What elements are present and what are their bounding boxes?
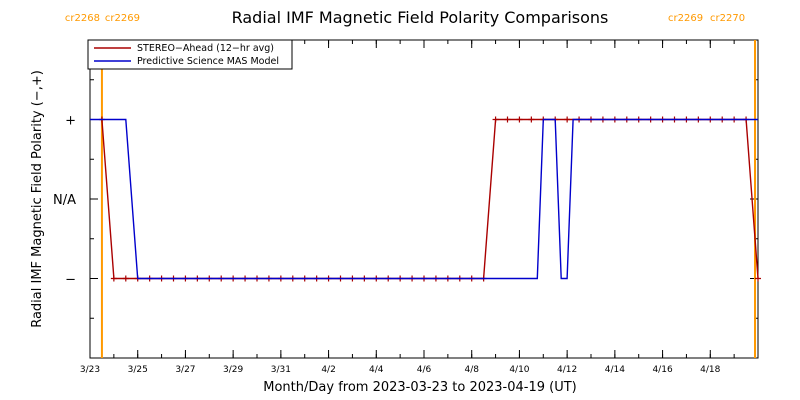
y-axis-label: Radial IMF Magnetic Field Polarity (−,+) (30, 70, 45, 328)
legend-label-stereo: STEREO−Ahead (12−hr avg) (137, 43, 274, 54)
x-tick-label: 4/16 (652, 365, 672, 375)
carrington-markers: cr2268 cr2269 cr2269 cr2270 (65, 13, 757, 358)
series-point (122, 275, 129, 282)
series-lines (90, 116, 761, 282)
x-tick-label: 4/18 (700, 365, 720, 375)
series-point (755, 275, 761, 282)
legend: STEREO−Ahead (12−hr avg) Predictive Scie… (87, 39, 293, 70)
x-tick-label: 4/4 (369, 365, 384, 375)
x-axis-label: Month/Day from 2023-03-23 to 2023-04-19 … (263, 380, 576, 395)
x-tick-label: 3/25 (128, 365, 148, 375)
y-tick-label: + (65, 114, 76, 129)
x-tick-label: 4/14 (605, 365, 625, 375)
chart-title: Radial IMF Magnetic Field Polarity Compa… (232, 8, 609, 27)
carrington-label: cr2270 (710, 13, 745, 24)
x-tick-label: 4/6 (417, 365, 432, 375)
y-tick-labels: + N/A − (53, 114, 76, 288)
plot-frame (89, 39, 759, 359)
series-point (110, 275, 117, 282)
x-tick-label: 4/8 (464, 365, 479, 375)
series-point (504, 116, 511, 123)
series-point (564, 116, 571, 123)
x-tick-label: 3/23 (80, 365, 100, 375)
series-line-1 (90, 118, 758, 280)
carrington-label: cr2269 (668, 13, 703, 24)
series-point (528, 116, 535, 123)
x-tick-label: 4/12 (557, 365, 577, 375)
series-point (516, 116, 523, 123)
legend-label-mas: Predictive Science MAS Model (137, 56, 279, 67)
legend-box (87, 39, 293, 70)
x-tick-label: 3/31 (271, 365, 291, 375)
x-tick-labels: 3/23 3/25 3/27 3/29 3/31 4/2 4/4 4/6 4/8 4/10 4/12… (80, 365, 721, 375)
x-tick-label: 3/27 (175, 365, 195, 375)
x-tick-label: 4/10 (509, 365, 529, 375)
y-tick-label: N/A (53, 193, 76, 208)
series-point (492, 116, 499, 123)
carrington-label: cr2268 (65, 13, 100, 24)
x-tick-label: 3/29 (223, 365, 243, 375)
y-tick-label: − (65, 273, 76, 288)
carrington-label: cr2269 (105, 13, 140, 24)
series-line-0 (101, 118, 759, 280)
x-tick-label: 4/2 (321, 365, 335, 375)
tick-marks (89, 39, 759, 359)
